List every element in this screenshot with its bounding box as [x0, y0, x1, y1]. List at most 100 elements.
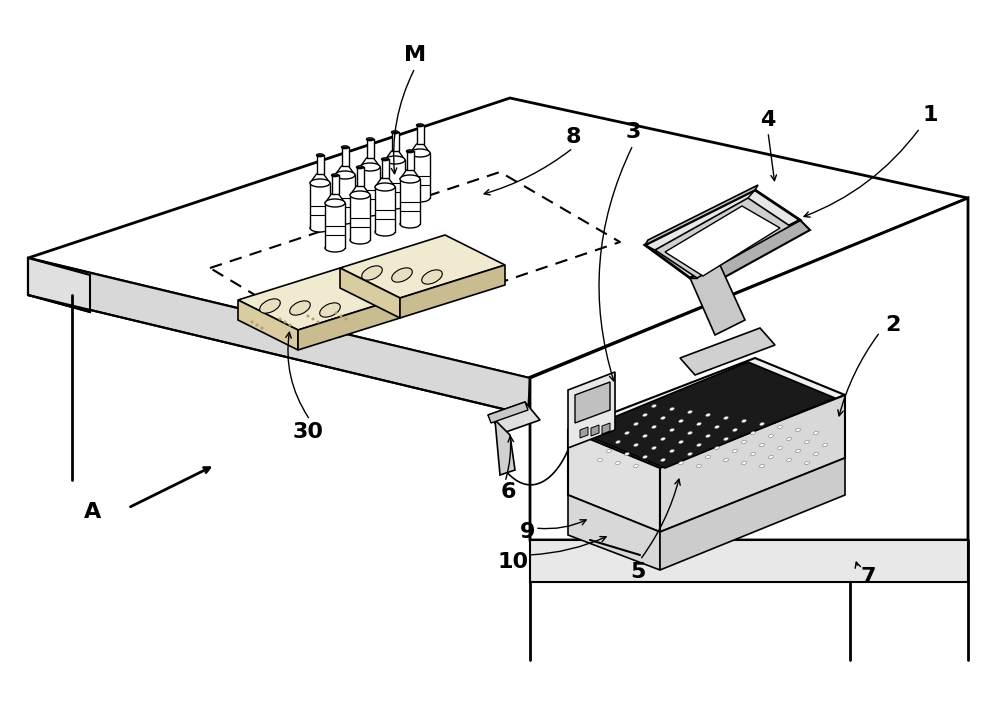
Ellipse shape — [410, 149, 430, 157]
Ellipse shape — [643, 435, 647, 437]
Text: 3: 3 — [625, 122, 641, 142]
Ellipse shape — [310, 224, 330, 232]
Ellipse shape — [350, 191, 370, 199]
Polygon shape — [690, 265, 745, 335]
Polygon shape — [28, 258, 90, 312]
Ellipse shape — [724, 416, 728, 420]
Ellipse shape — [406, 150, 414, 152]
Ellipse shape — [706, 435, 710, 437]
Ellipse shape — [290, 301, 310, 316]
Circle shape — [344, 318, 348, 320]
Ellipse shape — [697, 423, 701, 425]
Polygon shape — [325, 203, 345, 248]
Ellipse shape — [778, 425, 782, 429]
Ellipse shape — [688, 411, 692, 413]
Ellipse shape — [805, 440, 809, 444]
Ellipse shape — [760, 464, 764, 468]
Circle shape — [278, 318, 282, 320]
Polygon shape — [690, 220, 810, 288]
Ellipse shape — [796, 450, 800, 452]
Ellipse shape — [778, 447, 782, 450]
Ellipse shape — [320, 303, 340, 317]
Ellipse shape — [661, 458, 665, 462]
Ellipse shape — [688, 452, 692, 456]
Ellipse shape — [643, 413, 647, 417]
Ellipse shape — [325, 199, 345, 207]
Circle shape — [256, 323, 258, 327]
Ellipse shape — [652, 447, 656, 450]
Polygon shape — [332, 175, 338, 194]
Text: 10: 10 — [497, 552, 529, 572]
Ellipse shape — [360, 208, 380, 216]
Ellipse shape — [625, 431, 629, 435]
Ellipse shape — [733, 450, 737, 452]
Ellipse shape — [670, 408, 674, 411]
Polygon shape — [575, 382, 610, 423]
Ellipse shape — [706, 455, 710, 459]
Ellipse shape — [392, 268, 412, 282]
Ellipse shape — [643, 455, 647, 459]
Polygon shape — [602, 423, 610, 434]
Ellipse shape — [742, 419, 746, 423]
Polygon shape — [298, 298, 400, 350]
Ellipse shape — [742, 462, 746, 464]
Text: M: M — [404, 45, 426, 65]
Circle shape — [306, 315, 310, 318]
Ellipse shape — [724, 458, 728, 462]
Ellipse shape — [375, 183, 395, 191]
Ellipse shape — [697, 464, 701, 468]
Polygon shape — [655, 198, 790, 278]
Ellipse shape — [679, 440, 683, 444]
Polygon shape — [660, 458, 845, 570]
Polygon shape — [410, 153, 430, 198]
Ellipse shape — [733, 428, 737, 432]
Polygon shape — [400, 170, 420, 179]
Polygon shape — [568, 372, 615, 448]
Polygon shape — [660, 395, 845, 532]
Ellipse shape — [335, 171, 355, 179]
Polygon shape — [580, 427, 588, 438]
Ellipse shape — [751, 452, 755, 456]
Ellipse shape — [715, 447, 719, 450]
Text: 6: 6 — [500, 482, 516, 502]
Ellipse shape — [616, 462, 620, 464]
Polygon shape — [495, 420, 515, 475]
Polygon shape — [385, 151, 405, 160]
Ellipse shape — [706, 413, 710, 417]
Polygon shape — [385, 160, 405, 205]
Ellipse shape — [670, 428, 674, 432]
Ellipse shape — [751, 431, 755, 435]
Ellipse shape — [805, 462, 809, 464]
Ellipse shape — [787, 458, 791, 462]
Polygon shape — [406, 151, 414, 170]
Ellipse shape — [787, 437, 791, 441]
Ellipse shape — [375, 228, 395, 236]
Ellipse shape — [350, 236, 370, 244]
Circle shape — [284, 320, 287, 323]
Ellipse shape — [335, 216, 355, 224]
Text: 7: 7 — [860, 567, 876, 587]
Ellipse shape — [416, 124, 424, 127]
Polygon shape — [310, 174, 330, 183]
Polygon shape — [360, 167, 380, 212]
Ellipse shape — [634, 443, 638, 447]
Ellipse shape — [342, 146, 349, 149]
Ellipse shape — [652, 404, 656, 408]
Polygon shape — [680, 328, 775, 375]
Polygon shape — [28, 98, 968, 378]
Polygon shape — [238, 268, 400, 330]
Polygon shape — [645, 190, 800, 278]
Ellipse shape — [796, 428, 800, 432]
Ellipse shape — [607, 450, 611, 452]
Polygon shape — [400, 179, 420, 224]
Polygon shape — [340, 268, 400, 318]
Ellipse shape — [362, 266, 382, 280]
Polygon shape — [238, 300, 298, 350]
Circle shape — [312, 318, 314, 320]
Polygon shape — [665, 206, 780, 276]
Ellipse shape — [625, 452, 629, 456]
Polygon shape — [335, 166, 355, 175]
Text: 30: 30 — [292, 422, 324, 442]
Ellipse shape — [769, 455, 773, 459]
Text: 8: 8 — [565, 127, 581, 147]
